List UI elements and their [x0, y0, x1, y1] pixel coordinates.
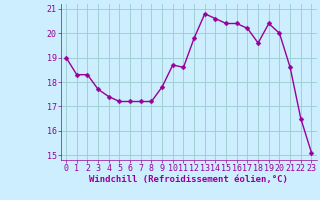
X-axis label: Windchill (Refroidissement éolien,°C): Windchill (Refroidissement éolien,°C): [89, 175, 288, 184]
